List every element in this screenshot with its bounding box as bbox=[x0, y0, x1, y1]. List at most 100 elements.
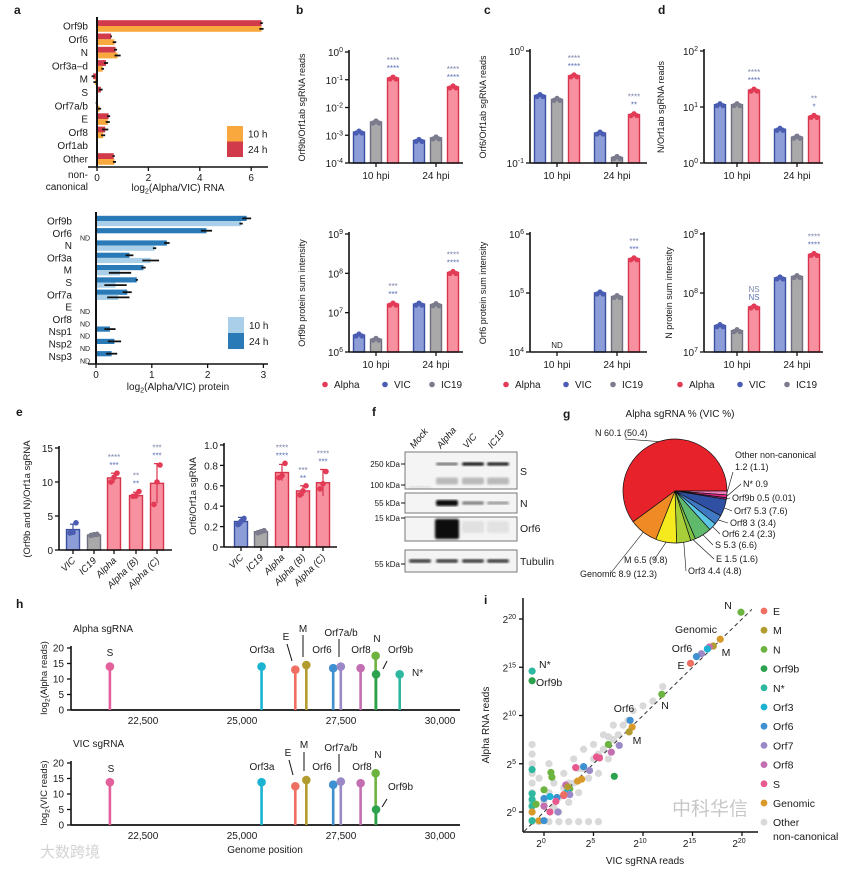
point-annotation: N* bbox=[539, 659, 551, 671]
replicate-dot bbox=[70, 529, 76, 536]
tick-base: 2 bbox=[633, 839, 639, 850]
legend-dot bbox=[760, 684, 768, 692]
y-tick-label: 101 bbox=[683, 102, 698, 114]
bar-10h bbox=[96, 270, 120, 276]
panel-letter: e bbox=[16, 405, 23, 419]
significance-vs-vic: *** bbox=[388, 282, 397, 291]
tick-base: 2 bbox=[536, 839, 542, 850]
scatter-point-other bbox=[639, 702, 647, 710]
category-label: Orf7a bbox=[47, 290, 72, 301]
tick-base: 10 bbox=[509, 289, 521, 300]
y-tick-label: 10 bbox=[53, 675, 65, 686]
significance-vs-vic: **** bbox=[317, 449, 329, 458]
x-tick-label: 2 bbox=[146, 173, 152, 184]
lollipop-head bbox=[371, 670, 381, 679]
tick-base: 10 bbox=[683, 103, 695, 114]
label-subscript: 2 bbox=[45, 698, 52, 702]
x-tick-label: 24 hpi bbox=[422, 171, 449, 182]
significance-vs-vic: **** bbox=[628, 93, 640, 102]
panel-letter: i bbox=[484, 593, 487, 607]
x-tick-label: VIC bbox=[59, 555, 78, 574]
tick-exponent: 2 bbox=[694, 46, 698, 53]
category-label: Orf8 bbox=[69, 128, 89, 139]
y-tick-label: 106 bbox=[328, 347, 343, 359]
tick-base: 10 bbox=[683, 230, 695, 241]
scatter-point-other bbox=[545, 760, 553, 768]
bar-VIC bbox=[773, 128, 787, 164]
bar-Alpha bbox=[128, 494, 144, 551]
legend-label: 10 h bbox=[249, 321, 268, 332]
leader-line bbox=[712, 526, 721, 535]
tick-exponent: 5 bbox=[591, 838, 595, 845]
pie-chart: Alpha sgRNA % (VIC %) N 60.1 (50.4) Other … bbox=[580, 409, 816, 579]
legend-dot bbox=[760, 665, 768, 672]
scatter-point bbox=[548, 773, 556, 781]
gene-label: N bbox=[374, 750, 381, 761]
significance-vs-vic: NS bbox=[748, 285, 759, 294]
legend-label: Genomic bbox=[773, 798, 815, 810]
label-part: (Alpha/VIC) RNA bbox=[149, 183, 225, 194]
scatter-point-other bbox=[535, 774, 543, 782]
x-tick-label: 27,500 bbox=[326, 831, 357, 842]
replicate-dot bbox=[376, 337, 382, 343]
replicate-dot bbox=[720, 103, 726, 109]
tick-exponent: -1 bbox=[518, 158, 524, 165]
bar-Alpha bbox=[747, 306, 761, 353]
gene-label: Orf7a/b bbox=[324, 743, 358, 754]
y-tick-label: 0.6 bbox=[204, 482, 218, 493]
label-subscript: 2 bbox=[45, 809, 52, 813]
x-tick-label: 25,000 bbox=[227, 716, 258, 727]
y-axis-label: N protein sum intensity bbox=[664, 247, 674, 339]
slice-label: Genomic 8.9 (12.3) bbox=[580, 569, 657, 579]
label-leader bbox=[382, 660, 388, 670]
significance-vs-ic19: ** bbox=[133, 480, 139, 489]
slice-label: Other non-canonical bbox=[735, 450, 816, 460]
significance-vs-vic: **** bbox=[568, 54, 580, 63]
significance-vs-ic19: *** bbox=[152, 452, 161, 461]
replicate-dot bbox=[436, 136, 442, 142]
y-tick-label: 10-2 bbox=[326, 103, 343, 115]
bar-24h bbox=[97, 86, 101, 93]
y-axis-label: Orf6 protein sum intensity bbox=[478, 241, 488, 344]
point-annotation: M bbox=[722, 647, 731, 659]
bar-10h bbox=[96, 245, 155, 251]
gene-label: E bbox=[285, 748, 292, 759]
point-annotation: Orf6 bbox=[672, 643, 693, 655]
replicate-dot bbox=[814, 114, 820, 120]
x-tick-label: 20 bbox=[536, 838, 546, 850]
replicate-dot bbox=[419, 302, 425, 308]
category-label: Nsp3 bbox=[49, 352, 73, 363]
bar-Alpha bbox=[274, 471, 290, 548]
replicate-dot bbox=[154, 479, 160, 485]
y-tick-label: 25 bbox=[507, 759, 517, 771]
bar-VIC bbox=[713, 324, 727, 353]
y-tick-label: 210 bbox=[503, 711, 516, 723]
nd-label: ND bbox=[80, 235, 90, 242]
bar-24h bbox=[96, 215, 247, 221]
significance-vs-ic19: *** bbox=[318, 457, 327, 466]
y-tick-label: 10 bbox=[42, 478, 54, 489]
tick-base: 2 bbox=[503, 663, 509, 674]
nd-label: ND bbox=[80, 321, 90, 328]
legend-label: 24 h bbox=[248, 145, 267, 156]
scatter-point bbox=[560, 791, 568, 799]
x-tick-label: 27,500 bbox=[326, 716, 357, 727]
protein-band bbox=[436, 477, 458, 485]
category-label: Orf6 bbox=[69, 35, 89, 46]
replicate-dot bbox=[634, 113, 640, 119]
tick-exponent: -2 bbox=[337, 103, 343, 110]
category-label: Orf8 bbox=[53, 315, 73, 326]
bar-10h bbox=[97, 52, 118, 59]
protein-band bbox=[435, 519, 459, 539]
scatter-point bbox=[716, 635, 724, 643]
significance-vs-ic19: **** bbox=[748, 76, 760, 85]
panel-letter: g bbox=[563, 407, 570, 421]
gene-label: Orf3a bbox=[249, 762, 274, 773]
leader-line bbox=[726, 497, 731, 499]
y-tick-label: 100 bbox=[683, 158, 698, 170]
tick-exponent: 6 bbox=[520, 229, 524, 236]
replicate-dot bbox=[279, 472, 285, 479]
scatter-point bbox=[572, 764, 580, 772]
nd-label: ND bbox=[80, 309, 90, 316]
